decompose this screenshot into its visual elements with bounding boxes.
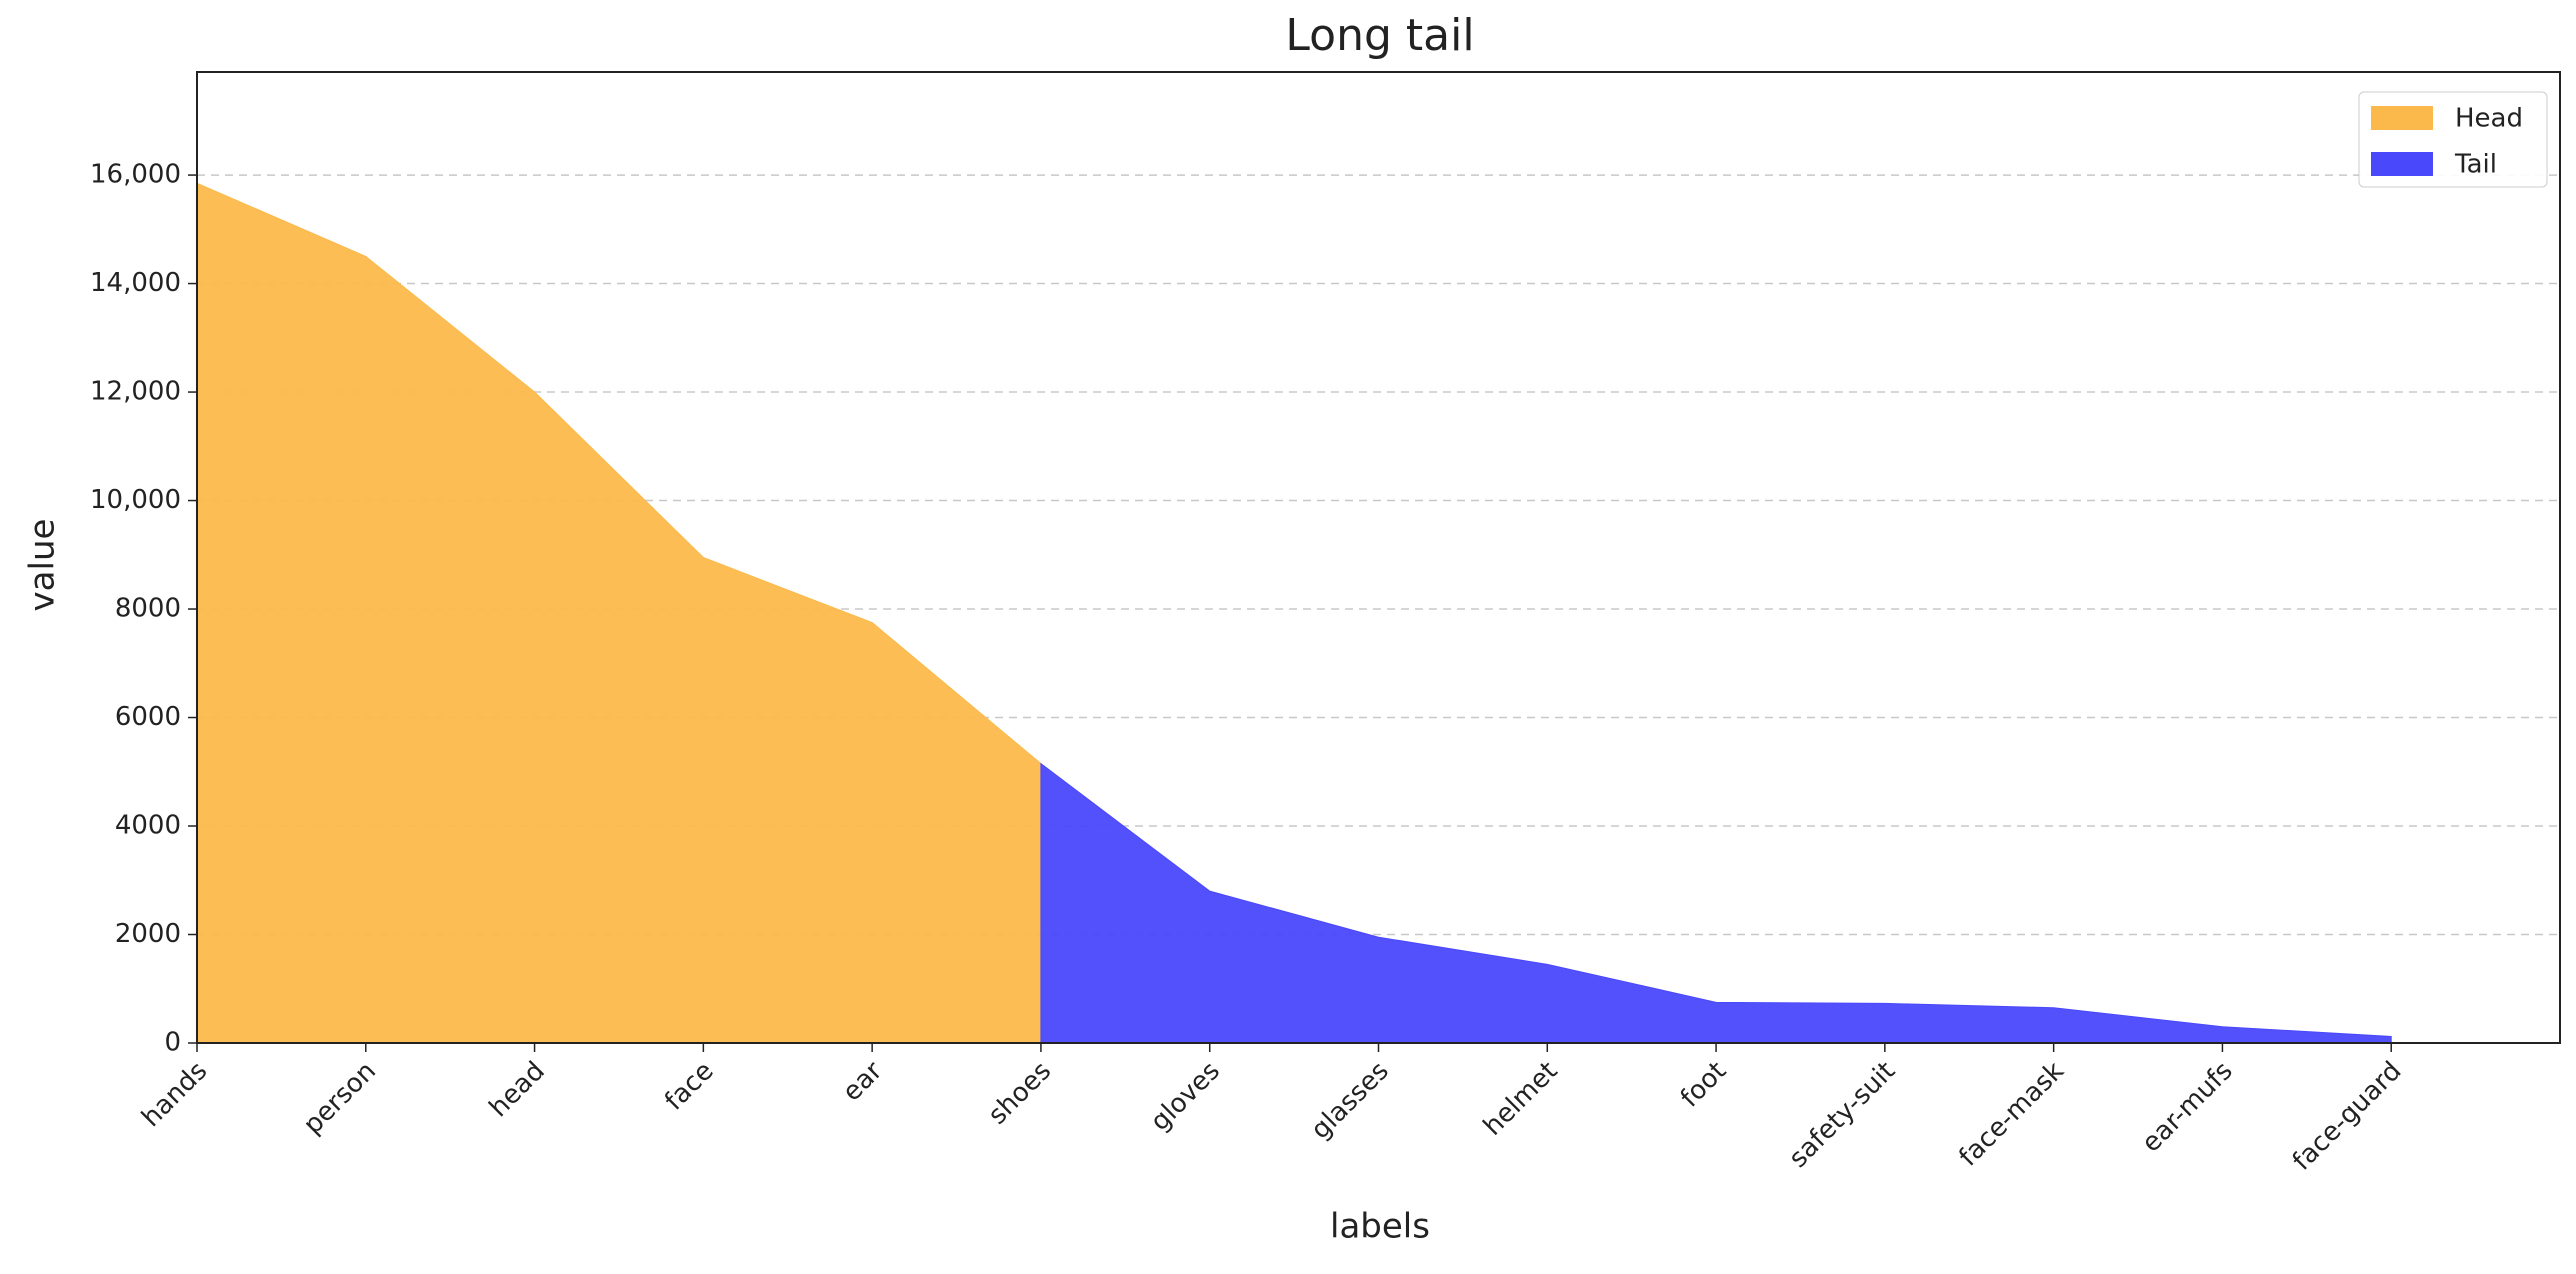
y-tick-label: 0 bbox=[164, 1028, 181, 1058]
legend-label: Tail bbox=[2454, 150, 2497, 180]
x-tick-label: head bbox=[484, 1056, 551, 1123]
chart-title: Long tail bbox=[1285, 10, 1474, 61]
x-tick-label: face-mask bbox=[1953, 1056, 2069, 1172]
x-tick-label: shoes bbox=[983, 1056, 1058, 1131]
legend-label: Head bbox=[2455, 104, 2523, 134]
area bbox=[1040, 762, 2392, 1044]
x-tick-label: ear bbox=[837, 1056, 889, 1108]
y-tick-label: 6000 bbox=[115, 702, 181, 732]
legend-swatch bbox=[2371, 106, 2433, 130]
area bbox=[196, 182, 1042, 1044]
x-tick-label: hands bbox=[136, 1056, 213, 1133]
y-tick-label: 8000 bbox=[115, 594, 181, 624]
x-tick-label: person bbox=[298, 1056, 382, 1140]
x-tick-label: face bbox=[659, 1056, 719, 1116]
y-tick-label: 4000 bbox=[115, 811, 181, 841]
y-tick-label: 10,000 bbox=[90, 485, 181, 515]
legend-swatch bbox=[2371, 152, 2433, 176]
y-tick-label: 12,000 bbox=[90, 377, 181, 407]
x-tick-label: ear-mufs bbox=[2136, 1056, 2238, 1158]
x-axis-label: labels bbox=[1330, 1207, 1430, 1247]
x-tick-label: helmet bbox=[1478, 1056, 1564, 1142]
x-tick-label: gloves bbox=[1145, 1056, 1226, 1137]
y-tick-label: 16,000 bbox=[90, 160, 181, 190]
y-axis-label: value bbox=[23, 519, 63, 612]
x-tick-label: safety-suit bbox=[1783, 1056, 1901, 1174]
y-tick-label: 2000 bbox=[115, 919, 181, 949]
y-tick-label: 14,000 bbox=[90, 268, 181, 298]
x-tick-label: face-guard bbox=[2287, 1056, 2408, 1177]
x-tick-label: glasses bbox=[1305, 1056, 1394, 1145]
x-tick-label: foot bbox=[1675, 1056, 1732, 1113]
